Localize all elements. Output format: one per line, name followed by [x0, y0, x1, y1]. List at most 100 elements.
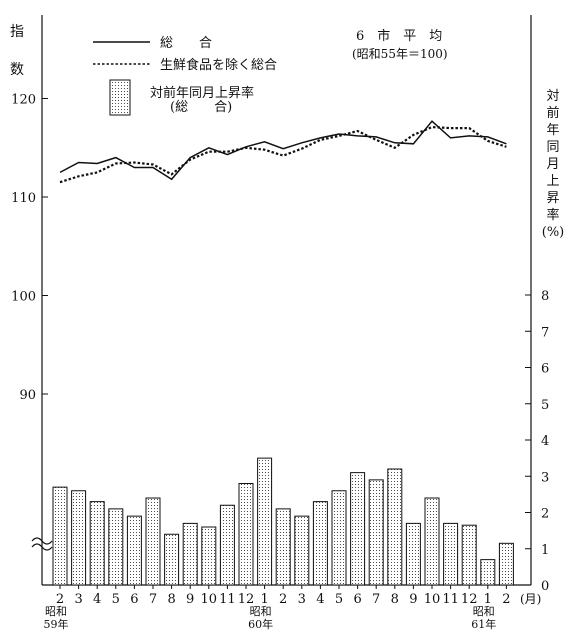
- right-tick-label: 0: [541, 579, 549, 594]
- left-tick-label: 110: [11, 191, 36, 206]
- right-axis-label-char: (%): [542, 225, 565, 240]
- right-axis-label-char: 上: [546, 174, 559, 189]
- x-tick-label: 3: [74, 592, 82, 607]
- bar: [275, 508, 291, 586]
- right-tick-label: 6: [541, 362, 549, 377]
- right-tick-label: 3: [541, 470, 549, 485]
- bar: [164, 533, 180, 586]
- x-tick-label: 8: [167, 592, 175, 607]
- bar: [294, 515, 310, 586]
- bar: [443, 522, 459, 586]
- x-tick-label: 8: [391, 592, 399, 607]
- left-axis-ticks: 90 100 110 120: [11, 93, 48, 403]
- bar: [219, 504, 235, 586]
- x-tick-label: 11: [442, 592, 459, 607]
- legend-bar-swatch: [109, 79, 131, 116]
- year-label-line2: 59年: [44, 617, 69, 630]
- bar: [387, 468, 403, 586]
- bar: [126, 515, 142, 586]
- bar: [257, 457, 273, 586]
- chart-title: 6 市 平 均: [356, 28, 442, 44]
- bar: [350, 472, 366, 586]
- line-overall: [59, 120, 507, 181]
- right-axis-label: 対前年同月上昇率 (%): [542, 89, 565, 240]
- year-label-line1: 昭和: [473, 605, 495, 618]
- year-label-line1: 昭和: [45, 605, 67, 618]
- legend-bar-label-1: 対前年同月上昇率: [150, 85, 254, 101]
- bar: [145, 497, 161, 586]
- right-tick-label: 1: [541, 543, 549, 558]
- x-tick-label: 4: [316, 592, 324, 607]
- right-axis-label-char: 月: [546, 157, 559, 172]
- x-tick-label: 12: [238, 592, 255, 607]
- left-axis-label-2: 数: [10, 62, 24, 78]
- right-axis-label-char: 率: [546, 207, 559, 223]
- x-tick-label: 4: [93, 592, 101, 607]
- left-tick-label: 100: [11, 290, 36, 305]
- month-unit-label: (月): [520, 592, 541, 606]
- x-tick-label: 9: [409, 592, 417, 607]
- left-tick-label: 90: [19, 388, 36, 403]
- x-tick-label: 11: [219, 592, 236, 607]
- year-label-line2: 61年: [471, 617, 496, 630]
- right-tick-label: 4: [541, 434, 549, 449]
- bar: [71, 490, 87, 586]
- legend-bar-label-2: (総 合): [170, 100, 232, 115]
- bar: [238, 483, 254, 586]
- x-tick-label: 7: [372, 592, 380, 607]
- legend-dashed-label: 生鮮食品を除く総合: [160, 57, 277, 73]
- bar: [182, 522, 198, 586]
- x-tick-label: 3: [298, 592, 306, 607]
- right-axis-label-char: 同: [546, 140, 559, 155]
- x-tick-label: 2: [56, 592, 64, 607]
- x-tick-label: 6: [130, 592, 138, 607]
- bar: [312, 501, 328, 586]
- x-tick-label: 5: [335, 592, 343, 607]
- x-tick-label: 2: [279, 592, 287, 607]
- x-axis-tick-labels: 2 3 4 5 6 7 8 9 10 11 12 1 2 3 4 5 6 7 8 9 10 11 12 1 2 (月): [56, 585, 541, 607]
- line-excl-fresh-food: [59, 125, 507, 184]
- left-axis-label-1: 指: [10, 24, 24, 40]
- x-tick-label: 9: [186, 592, 194, 607]
- bar: [424, 497, 440, 586]
- bar: [368, 479, 384, 586]
- line-series: [59, 120, 507, 184]
- right-axis-label-char: 昇: [546, 191, 559, 206]
- x-tick-label: 1: [484, 592, 492, 607]
- legend-solid-label: 総 合: [160, 36, 212, 51]
- bar: [480, 559, 496, 586]
- axis-break-icon: [31, 537, 53, 551]
- right-tick-label: 5: [541, 398, 549, 413]
- x-tick-label: 5: [112, 592, 120, 607]
- bar: [405, 522, 421, 586]
- x-tick-label: 1: [260, 592, 268, 607]
- bar: [108, 508, 124, 586]
- bar: [331, 490, 347, 586]
- chart-subtitle: (昭和55年＝100): [352, 47, 448, 61]
- right-axis-ticks: 0 1 2 3 4 5 6 7 8: [525, 289, 549, 594]
- right-axis-label-char: 対: [546, 89, 559, 104]
- year-label-line2: 60年: [248, 617, 273, 630]
- right-tick-label: 7: [541, 325, 549, 340]
- bar: [89, 501, 105, 586]
- bar: [498, 542, 514, 586]
- right-axis-label-char: 前: [546, 105, 559, 121]
- right-tick-label: 8: [541, 289, 549, 304]
- year-label-line1: 昭和: [250, 605, 272, 618]
- legend: 総 合 生鮮食品を除く総合 対前年同月上昇率 (総 合): [93, 36, 277, 116]
- right-axis-label-char: 年: [546, 123, 559, 138]
- bar: [461, 524, 477, 586]
- bar-series: [52, 457, 514, 586]
- x-tick-label: 12: [461, 592, 478, 607]
- right-tick-label: 2: [541, 507, 549, 522]
- bar: [201, 526, 217, 586]
- x-tick-label: 6: [353, 592, 361, 607]
- x-tick-label: 2: [502, 592, 510, 607]
- x-tick-label: 10: [201, 592, 218, 607]
- x-tick-label: 10: [424, 592, 441, 607]
- left-tick-label: 120: [11, 93, 36, 108]
- bar: [52, 486, 68, 586]
- x-tick-label: 7: [149, 592, 157, 607]
